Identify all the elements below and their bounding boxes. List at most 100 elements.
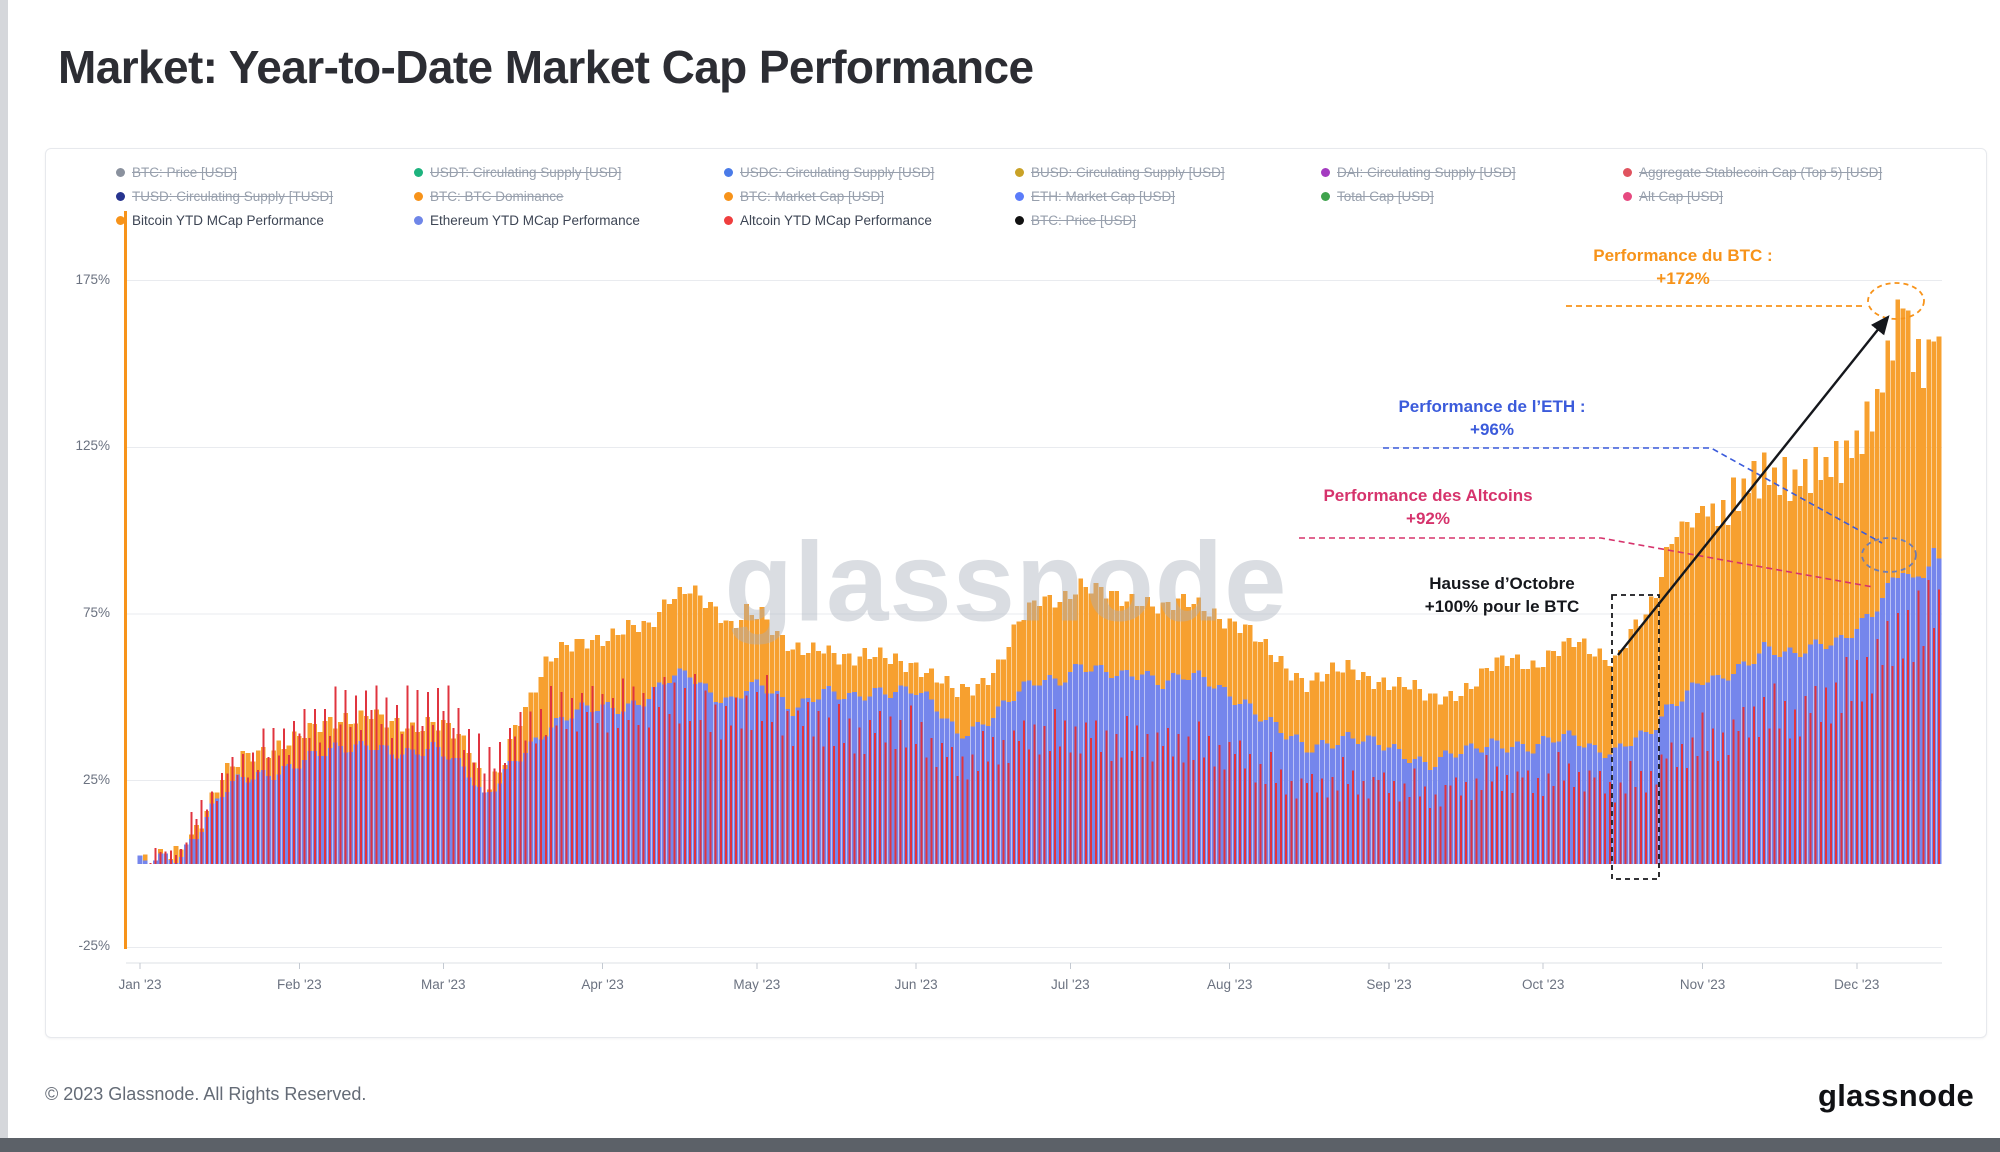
bar-altcoin-ytd-mcap-performance: [154, 847, 157, 864]
legend-item-btc-price-usd[interactable]: BTC: Price [USD]: [1015, 213, 1321, 228]
bar-altcoin-ytd-mcap-performance: [298, 733, 301, 864]
bar-altcoin-ytd-mcap-performance: [730, 725, 733, 864]
bar-altcoin-ytd-mcap-performance: [853, 753, 856, 864]
glassnode-logo: glassnode: [1817, 1078, 1974, 1113]
bar-altcoin-ytd-mcap-performance: [1645, 792, 1648, 864]
bar-altcoin-ytd-mcap-performance: [1665, 758, 1668, 864]
y-axis-tick: 25%: [82, 771, 110, 787]
bar-altcoin-ytd-mcap-performance: [1835, 682, 1838, 864]
legend-item-usdt-circulating-supply-usd[interactable]: USDT: Circulating Supply [USD]: [414, 165, 724, 180]
bar-altcoin-ytd-mcap-performance: [550, 685, 553, 864]
bar-altcoin-ytd-mcap-performance: [750, 730, 753, 864]
bar-altcoin-ytd-mcap-performance: [868, 719, 871, 864]
bar-altcoin-ytd-mcap-performance: [1896, 612, 1899, 864]
bar-altcoin-ytd-mcap-performance: [1516, 771, 1519, 864]
bar-altcoin-ytd-mcap-performance: [1439, 806, 1442, 864]
bar-altcoin-ytd-mcap-performance: [611, 698, 614, 864]
bar-altcoin-ytd-mcap-performance: [838, 703, 841, 864]
bar-altcoin-ytd-mcap-performance: [1891, 666, 1894, 864]
bar-altcoin-ytd-mcap-performance: [1537, 777, 1540, 864]
bar-bitcoin-ytd-mcap-performance: [1731, 477, 1736, 864]
bar-altcoin-ytd-mcap-performance: [488, 746, 491, 864]
legend-item-bitcoin-ytd-mcap-performance[interactable]: Bitcoin YTD MCap Performance: [116, 213, 414, 228]
bar-altcoin-ytd-mcap-performance: [1814, 686, 1817, 864]
bar-altcoin-ytd-mcap-performance: [1269, 752, 1272, 864]
bar-altcoin-ytd-mcap-performance: [262, 728, 265, 864]
bar-altcoin-ytd-mcap-performance: [349, 727, 352, 864]
bar-altcoin-ytd-mcap-performance: [534, 743, 537, 864]
bar-altcoin-ytd-mcap-performance: [1408, 796, 1411, 864]
bar-altcoin-ytd-mcap-performance: [539, 708, 542, 864]
bar-altcoin-ytd-mcap-performance: [1316, 792, 1319, 864]
annotation-text-line: Performance des Altcoins: [1323, 486, 1533, 505]
bar-altcoin-ytd-mcap-performance: [945, 756, 948, 864]
legend-item-btc-price-usd[interactable]: BTC: Price [USD]: [116, 165, 414, 180]
legend-item-dai-circulating-supply-usd[interactable]: DAI: Circulating Supply [USD]: [1321, 165, 1623, 180]
bar-altcoin-ytd-mcap-performance: [1696, 756, 1699, 864]
bar-altcoin-ytd-mcap-performance: [1830, 723, 1833, 864]
legend-item-aggregate-stablecoin-cap-top-5-usd[interactable]: Aggregate Stablecoin Cap (Top 5) [USD]: [1623, 165, 1972, 180]
legend-item-eth-market-cap-usd[interactable]: ETH: Market Cap [USD]: [1015, 189, 1321, 204]
bar-altcoin-ytd-mcap-performance: [1346, 784, 1349, 864]
bar-altcoin-ytd-mcap-performance: [437, 688, 440, 864]
legend-swatch-icon: [116, 215, 125, 225]
bar-altcoin-ytd-mcap-performance: [1598, 770, 1601, 864]
legend-item-total-cap-usd[interactable]: Total Cap [USD]: [1321, 189, 1623, 204]
bar-altcoin-ytd-mcap-performance: [699, 720, 702, 864]
bar-altcoin-ytd-mcap-performance: [1254, 782, 1257, 864]
bar-altcoin-ytd-mcap-performance: [570, 697, 573, 864]
bottom-bar: [0, 1138, 2000, 1152]
bar-altcoin-ytd-mcap-performance: [760, 721, 763, 864]
bar-altcoin-ytd-mcap-performance: [1475, 778, 1478, 864]
bar-altcoin-ytd-mcap-performance: [755, 692, 758, 864]
bar-altcoin-ytd-mcap-performance: [1146, 734, 1149, 864]
bar-altcoin-ytd-mcap-performance: [1506, 775, 1509, 864]
legend-item-altcoin-ytd-mcap-performance[interactable]: Altcoin YTD MCap Performance: [724, 213, 1015, 228]
bar-altcoin-ytd-mcap-performance: [832, 745, 835, 864]
bar-altcoin-ytd-mcap-performance: [1701, 712, 1704, 864]
x-axis-tick: Sep '23: [1366, 977, 1412, 992]
bar-altcoin-ytd-mcap-performance: [812, 736, 815, 864]
legend-item-btc-market-cap-usd[interactable]: BTC: Market Cap [USD]: [724, 189, 1015, 204]
legend-row-1: BTC: Price [USD] USDT: Circulating Supply…: [116, 162, 1972, 182]
bar-altcoin-ytd-mcap-performance: [1249, 753, 1252, 864]
x-axis-tick: Feb '23: [277, 977, 322, 992]
legend-item-busd-circulating-supply-usd[interactable]: BUSD: Circulating Supply [USD]: [1015, 165, 1321, 180]
annotation-text-line: +172%: [1656, 268, 1710, 288]
legend-item-label: BTC: Price [USD]: [1031, 212, 1137, 228]
bar-altcoin-ytd-mcap-performance: [791, 746, 794, 864]
bar-altcoin-ytd-mcap-performance: [1531, 793, 1534, 864]
bar-altcoin-ytd-mcap-performance: [997, 764, 1000, 864]
bar-altcoin-ytd-mcap-performance: [1845, 656, 1848, 864]
legend-item-label: BUSD: Circulating Supply [USD]: [1031, 164, 1225, 180]
bar-altcoin-ytd-mcap-performance: [498, 741, 501, 864]
legend-item-label: DAI: Circulating Supply [USD]: [1337, 164, 1516, 180]
bar-altcoin-ytd-mcap-performance: [1871, 693, 1874, 864]
bar-altcoin-ytd-mcap-performance: [560, 692, 563, 864]
legend-item-ethereum-ytd-mcap-performance[interactable]: Ethereum YTD MCap Performance: [414, 213, 724, 228]
bar-altcoin-ytd-mcap-performance: [452, 728, 455, 864]
bar-altcoin-ytd-mcap-performance: [1809, 713, 1812, 864]
legend-item-label: USDC: Circulating Supply [USD]: [740, 164, 935, 180]
legend-item-alt-cap-usd[interactable]: Alt Cap [USD]: [1623, 189, 1972, 204]
bar-altcoin-ytd-mcap-performance: [1434, 794, 1437, 864]
bar-altcoin-ytd-mcap-performance: [478, 733, 481, 864]
legend-item-label: TUSD: Circulating Supply [TUSD]: [132, 188, 334, 204]
bar-altcoin-ytd-mcap-performance: [678, 723, 681, 864]
bar-altcoin-ytd-mcap-performance: [1095, 720, 1098, 864]
bar-altcoin-ytd-mcap-performance: [1711, 728, 1714, 864]
bar-altcoin-ytd-mcap-performance: [200, 799, 203, 864]
legend-row-2: TUSD: Circulating Supply [TUSD] BTC: BTC …: [116, 186, 1972, 206]
legend-item-usdc-circulating-supply-usd[interactable]: USDC: Circulating Supply [USD]: [724, 165, 1015, 180]
bar-altcoin-ytd-mcap-performance: [925, 757, 928, 864]
legend-item-btc-btc-dominance[interactable]: BTC: BTC Dominance: [414, 189, 724, 204]
legend-item-label: Alt Cap [USD]: [1639, 188, 1724, 204]
bar-altcoin-ytd-mcap-performance: [1233, 753, 1236, 864]
bar-altcoin-ytd-mcap-performance: [858, 727, 861, 864]
bar-altcoin-ytd-mcap-performance: [555, 725, 558, 864]
bar-ethereum-ytd-mcap-performance: [137, 855, 143, 864]
altcoin-performance-annotation: Performance des Altcoins +92%: [1268, 485, 1588, 531]
legend-item-tusd-circulating-supply-tusd[interactable]: TUSD: Circulating Supply [TUSD]: [116, 189, 414, 204]
bar-altcoin-ytd-mcap-performance: [1562, 780, 1565, 864]
chart-plot-area[interactable]: [126, 249, 1942, 979]
